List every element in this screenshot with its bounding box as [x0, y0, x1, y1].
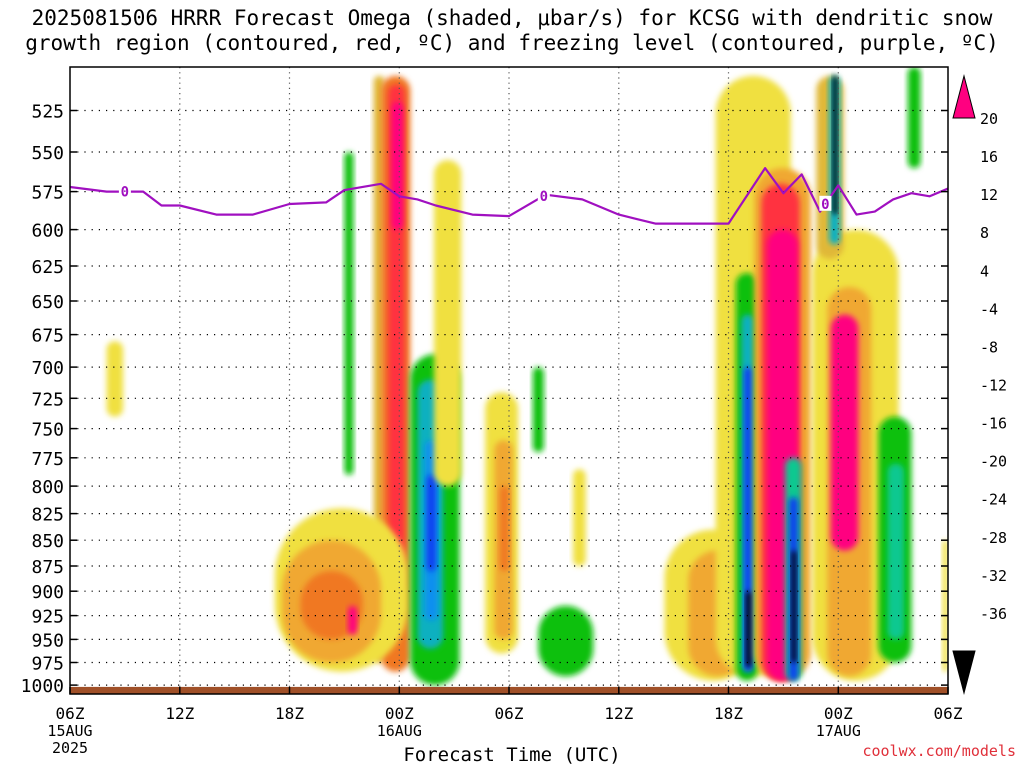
y-tick-label-550: 550 [31, 143, 64, 164]
omega-region-27 [746, 591, 752, 667]
omega-time-height-chart: 000 525550575600625650675700725750775800… [0, 0, 1024, 768]
colorbar-label-9: -20 [980, 453, 1007, 471]
omega-region-18 [573, 469, 586, 566]
colorbar-top-arrow [953, 76, 975, 118]
y-tick-label-950: 950 [31, 630, 64, 651]
colorbar-label-1: 16 [980, 148, 998, 166]
x-tick-label-5: 12Z [604, 704, 633, 723]
colorbar-label-3: 8 [980, 224, 989, 242]
colorbar-label-12: -32 [980, 567, 1007, 585]
y-tick-label-750: 750 [31, 420, 64, 441]
y-tick-label-1000: 1000 [21, 676, 64, 697]
omega-region-9 [107, 341, 124, 416]
x-tick-date-7: 17AUG [816, 722, 861, 740]
x-tick-date-3: 16AUG [377, 722, 422, 740]
y-tick-label-825: 825 [31, 505, 64, 526]
y-tick-label-925: 925 [31, 607, 64, 628]
colorbar-label-10: -24 [980, 491, 1007, 509]
y-tick-label-650: 650 [31, 292, 64, 313]
omega-region-3 [392, 102, 403, 230]
y-tick-label-575: 575 [31, 183, 64, 204]
y-tick-label-900: 900 [31, 582, 64, 603]
omega-region-8 [348, 606, 357, 635]
y-tick-label-850: 850 [31, 531, 64, 552]
colorbar-label-4: 4 [980, 262, 989, 280]
omega-region-41 [888, 464, 905, 640]
y-tick-label-775: 775 [31, 449, 64, 470]
y-tick-label-700: 700 [31, 358, 64, 379]
y-tick-label-975: 975 [31, 654, 64, 675]
colorbar-label-8: -16 [980, 415, 1007, 433]
y-tick-label-525: 525 [31, 102, 64, 123]
x-tick-label-6: 18Z [714, 704, 743, 723]
omega-region-36 [831, 315, 858, 551]
x-tick-label-7: 00Z [824, 704, 853, 723]
watermark: coolwx.com/models [862, 742, 1016, 760]
omega-region-33 [792, 551, 797, 663]
y-tick-label-800: 800 [31, 477, 64, 498]
colorbar-label-11: -28 [980, 529, 1007, 547]
omega-region-43 [943, 540, 949, 672]
y-tick-label-600: 600 [31, 221, 64, 242]
colorbar-label-13: -36 [980, 605, 1007, 623]
y-tick-label-625: 625 [31, 257, 64, 278]
omega-region-42 [908, 67, 921, 168]
omega-region-20 [538, 606, 593, 676]
x-tick-label-4: 06Z [495, 704, 524, 723]
omega-region-4 [344, 152, 353, 475]
colorbar-label-7: -12 [980, 377, 1007, 395]
omega-region-13 [427, 475, 436, 571]
x-tick-label-3: 00Z [385, 704, 414, 723]
x-tick-label-1: 12Z [165, 704, 194, 723]
colorbar-label-6: -8 [980, 338, 998, 356]
x-tick-date-0: 15AUG [47, 722, 92, 740]
freezing-level-label-1: 0 [540, 189, 548, 205]
freezing-level-label-0: 0 [121, 185, 129, 201]
x-tick-label-2: 18Z [275, 704, 304, 723]
colorbar-label-0: 20 [980, 110, 998, 128]
y-tick-label-875: 875 [31, 557, 64, 578]
omega-region-17 [500, 486, 509, 571]
x-tick-label-8: 06Z [934, 704, 963, 723]
freezing-level-label-2: 0 [821, 197, 829, 213]
omega-region-19 [533, 367, 544, 452]
x-tick-label-0: 06Z [56, 704, 85, 723]
colorbar-label-5: -4 [980, 300, 998, 318]
y-tick-label-725: 725 [31, 389, 64, 410]
y-tick-label-675: 675 [31, 326, 64, 347]
colorbar-bottom-arrow [953, 651, 975, 693]
colorbar: 20 16 12 8 4 -4 -8 -12 -16 -20 -24 -28 -32 -36 [953, 76, 1007, 693]
colorbar-label-2: 12 [980, 186, 998, 204]
